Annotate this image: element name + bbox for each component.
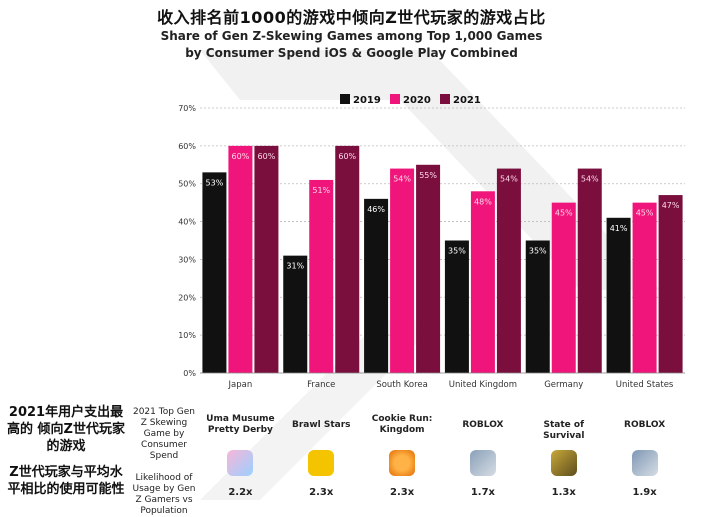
cn-label-likelihood: Z世代玩家与平均水平相比的使用可能性 xyxy=(7,465,125,497)
y-tick-label: 40% xyxy=(178,218,196,227)
bar-chart: 0% 10% 20% 30% 40% 50% 60% 70% 53% 60% 60% Japan 31%… xyxy=(178,94,685,390)
chart-title-en-line1: Share of Gen Z-Skewing Games among Top 1… xyxy=(160,29,543,43)
legend-swatch-2019 xyxy=(340,94,350,104)
cn-label-top-game: 2021年用户支出最高的 倾向Z世代玩家的游戏 xyxy=(7,405,125,454)
bar-2020 xyxy=(390,168,415,373)
bar-2020 xyxy=(228,145,253,373)
y-tick-label: 60% xyxy=(178,142,196,151)
likelihood-value: 1.7x xyxy=(470,487,495,498)
chart-title-cn: 收入排名前1000的游戏中倾向Z世代玩家的游戏占比 xyxy=(157,8,546,27)
data-label: 53% xyxy=(206,178,224,187)
data-label: 41% xyxy=(610,224,628,233)
state-of-survival-icon xyxy=(550,450,577,476)
data-label: 54% xyxy=(500,175,518,184)
roblox-icon xyxy=(469,450,496,476)
legend-label-2019: 2019 xyxy=(353,95,381,106)
data-label: 60% xyxy=(232,152,250,161)
game-name: Uma Musume Pretty Derby xyxy=(206,414,275,435)
data-label: 46% xyxy=(367,205,385,214)
bar-2019 xyxy=(202,172,227,373)
game-name: State of Survival xyxy=(543,420,585,441)
data-label: 60% xyxy=(258,152,276,161)
x-tick-label: United States xyxy=(616,380,674,390)
legend-swatch-2020 xyxy=(390,94,400,104)
bar-2020 xyxy=(551,202,576,373)
bar-2021 xyxy=(577,168,602,373)
data-label: 31% xyxy=(286,262,304,271)
y-tick-label: 50% xyxy=(178,180,196,189)
row-label-likelihood: Likelihood of Usage by Gen Z Gamers vs P… xyxy=(132,473,196,516)
brawl-stars-icon xyxy=(308,450,335,476)
likelihood-value: 1.3x xyxy=(551,487,576,498)
legend-swatch-2021 xyxy=(440,94,450,104)
bar-2021 xyxy=(658,195,683,373)
game-name: ROBLOX xyxy=(462,420,504,430)
y-tick-label: 0% xyxy=(183,369,196,378)
y-tick-label: 30% xyxy=(178,255,196,264)
roblox-icon xyxy=(631,450,658,476)
data-label: 45% xyxy=(555,209,573,218)
y-tick-label: 20% xyxy=(178,293,196,302)
x-tick-label: France xyxy=(307,380,335,390)
row-label-top-game: 2021 Top Gen Z Skewing Game by Consumer … xyxy=(132,407,196,461)
data-label: 51% xyxy=(312,186,330,195)
bar-2019 xyxy=(525,240,550,373)
chart-title-en: Share of Gen Z-Skewing Games among Top 1… xyxy=(0,28,703,62)
bar-2019 xyxy=(364,198,389,373)
bar-2021 xyxy=(416,164,441,373)
uma-musume-icon xyxy=(227,450,254,476)
bar-2020 xyxy=(309,179,334,373)
bar-2020 xyxy=(470,191,495,373)
game-name: ROBLOX xyxy=(624,420,666,430)
data-label: 45% xyxy=(636,209,654,218)
legend-label-2020: 2020 xyxy=(403,95,431,106)
bar-2019 xyxy=(606,217,631,373)
data-label: 60% xyxy=(338,152,356,161)
x-tick-label: Japan xyxy=(228,380,253,390)
game-name: Cookie Run: Kingdom xyxy=(371,414,433,435)
x-tick-label: South Korea xyxy=(376,380,428,390)
data-label: 48% xyxy=(474,197,492,206)
likelihood-value: 1.9x xyxy=(632,487,657,498)
x-tick-label: United Kingdom xyxy=(449,380,517,390)
bar-2021 xyxy=(254,145,279,373)
likelihood-value: 2.3x xyxy=(309,487,334,498)
game-name: Brawl Stars xyxy=(291,420,351,430)
cookie-run-icon xyxy=(389,450,416,476)
y-tick-label: 70% xyxy=(178,104,196,113)
chart-title-en-line2: by Consumer Spend iOS & Google Play Comb… xyxy=(185,46,518,60)
data-label: 54% xyxy=(393,175,411,184)
data-label: 35% xyxy=(448,247,466,256)
bar-2020 xyxy=(632,202,657,373)
data-label: 55% xyxy=(419,171,437,180)
bar-2019 xyxy=(444,240,469,373)
bar-2021 xyxy=(496,168,521,373)
data-label: 35% xyxy=(529,247,547,256)
bar-2019 xyxy=(283,255,308,373)
x-tick-label: Germany xyxy=(544,380,583,390)
bar-2021 xyxy=(335,145,360,373)
likelihood-value: 2.3x xyxy=(389,487,415,498)
y-tick-label: 10% xyxy=(178,331,196,340)
data-label: 47% xyxy=(662,201,680,210)
likelihood-value: 2.2x xyxy=(228,487,253,498)
data-label: 54% xyxy=(581,175,599,184)
legend-label-2021: 2021 xyxy=(453,95,481,106)
